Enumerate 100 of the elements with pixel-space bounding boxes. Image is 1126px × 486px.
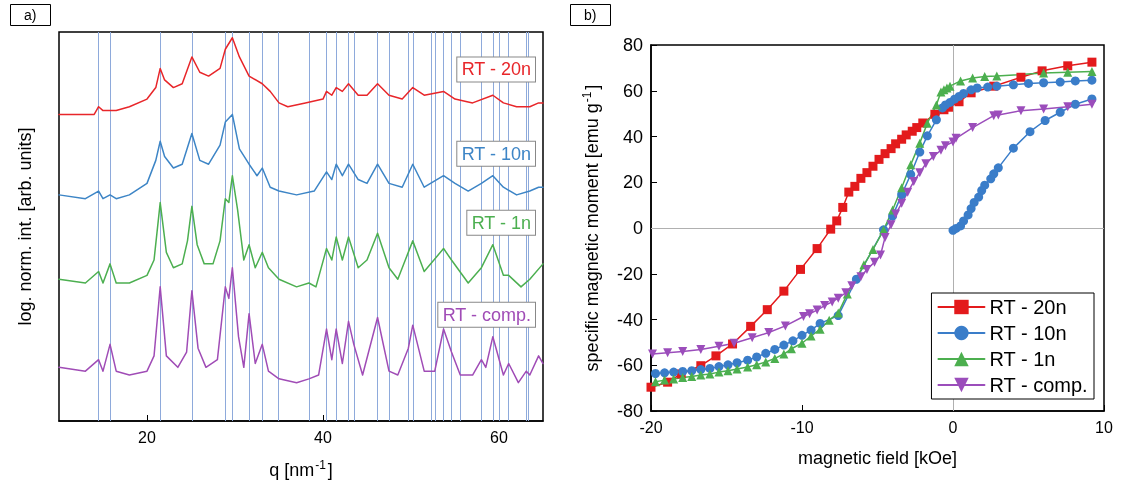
- legend-label: RT - 1n: [989, 348, 1056, 370]
- point: [663, 348, 673, 358]
- point: [1025, 127, 1035, 137]
- point: [959, 216, 969, 226]
- point: [746, 321, 756, 331]
- point: [714, 341, 724, 351]
- point: [1063, 61, 1073, 71]
- point: [723, 366, 733, 376]
- point: [1024, 78, 1033, 88]
- x-tick-label: 0: [948, 418, 958, 436]
- point: [876, 250, 886, 260]
- point: [786, 344, 796, 354]
- point: [844, 187, 854, 197]
- point: [826, 224, 836, 234]
- point: [696, 344, 706, 354]
- y-tick-label: 60: [622, 80, 643, 101]
- chart-title: a): [24, 7, 37, 23]
- x-tick-label: 60: [490, 428, 508, 446]
- point: [705, 363, 715, 373]
- point: [1087, 57, 1097, 67]
- point: [687, 371, 697, 381]
- point: [1039, 78, 1049, 88]
- point: [1087, 75, 1097, 85]
- y-tick-label: 0: [632, 218, 643, 238]
- point: [989, 169, 999, 179]
- x-axis-title: magnetic field [kOe]: [797, 448, 958, 468]
- point: [788, 336, 798, 346]
- chart-title: b): [584, 7, 597, 23]
- x-tick-label: 10: [1095, 418, 1113, 436]
- point: [795, 264, 805, 274]
- point: [983, 82, 993, 92]
- point: [743, 362, 753, 372]
- x-tick-label: -20: [639, 418, 663, 436]
- point: [799, 312, 809, 322]
- point: [648, 349, 658, 359]
- point: [1087, 99, 1097, 109]
- point: [980, 180, 990, 190]
- point: [815, 318, 825, 328]
- series-label: RT - 10n: [461, 143, 531, 164]
- point: [1070, 76, 1080, 86]
- point: [678, 347, 688, 357]
- point: [812, 244, 822, 254]
- point: [711, 351, 721, 361]
- point: [931, 115, 941, 125]
- point: [824, 315, 834, 325]
- point: [922, 118, 932, 128]
- point: [915, 147, 925, 157]
- y-tick-label: 80: [622, 35, 643, 55]
- x-tick-label: 20: [138, 428, 156, 446]
- point: [1055, 107, 1065, 117]
- point: [815, 324, 825, 334]
- legend-label: RT - 10n: [989, 322, 1067, 344]
- point: [915, 168, 925, 178]
- legend-label: RT - comp.: [989, 374, 1088, 396]
- point: [1087, 67, 1097, 77]
- point: [832, 216, 842, 226]
- point: [761, 357, 771, 367]
- point: [669, 367, 679, 377]
- point: [651, 377, 661, 387]
- x-tick-label: -10: [790, 418, 814, 436]
- y-axis-title: log. norm. int. [arb. units]: [15, 127, 35, 326]
- point: [764, 328, 774, 338]
- y-tick-label: -80: [616, 401, 643, 421]
- point: [862, 264, 872, 274]
- point: [921, 159, 931, 169]
- point: [651, 368, 661, 378]
- point: [856, 173, 866, 183]
- point: [1063, 102, 1073, 112]
- point: [1070, 99, 1080, 109]
- point: [992, 71, 1002, 81]
- point: [732, 358, 742, 368]
- point: [770, 344, 780, 354]
- point: [696, 365, 706, 375]
- point: [797, 330, 807, 340]
- point: [687, 366, 697, 376]
- point: [752, 352, 762, 362]
- point: [993, 163, 1003, 173]
- y-tick-label: 40: [622, 126, 643, 147]
- point: [1063, 67, 1073, 77]
- point: [974, 192, 984, 202]
- point: [922, 131, 932, 141]
- point: [915, 138, 925, 148]
- point: [660, 368, 670, 378]
- point: [880, 232, 890, 242]
- point: [980, 72, 990, 82]
- point: [1008, 143, 1018, 153]
- point: [696, 370, 706, 380]
- point: [856, 272, 866, 282]
- point: [838, 202, 848, 212]
- point: [1055, 77, 1065, 87]
- point: [770, 353, 780, 363]
- point: [847, 281, 857, 291]
- y-tick-label: -60: [616, 355, 643, 376]
- y-tick-label: 20: [622, 172, 643, 193]
- point: [747, 333, 757, 343]
- point: [940, 141, 950, 151]
- point: [805, 309, 815, 319]
- point: [868, 245, 878, 254]
- point: [1016, 72, 1026, 82]
- point: [968, 123, 978, 133]
